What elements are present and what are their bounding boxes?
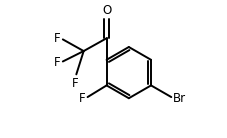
- Text: F: F: [79, 92, 85, 105]
- Text: F: F: [72, 77, 79, 90]
- Text: F: F: [54, 32, 61, 45]
- Text: F: F: [54, 56, 61, 69]
- Text: O: O: [101, 4, 111, 17]
- Text: Br: Br: [173, 92, 186, 105]
